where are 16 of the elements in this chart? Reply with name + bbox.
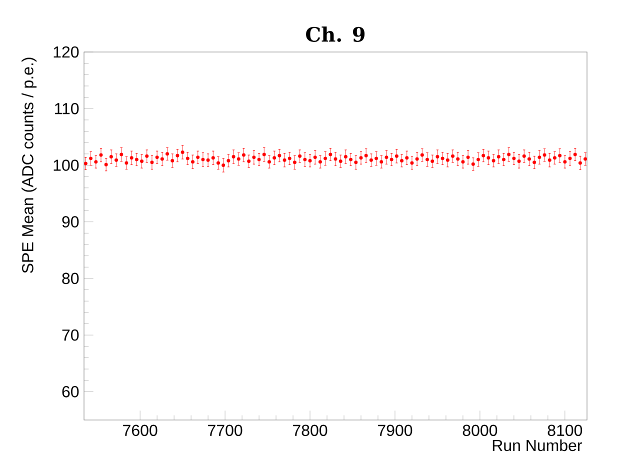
x-tick-label: 7700 (208, 424, 242, 436)
x-tick-label: 8000 (462, 424, 498, 436)
y-tick-label: 60 (62, 386, 79, 398)
x-tick-label: 7600 (123, 424, 158, 436)
y-tick-label: 110 (55, 102, 79, 114)
y-tick-label: 70 (62, 329, 79, 341)
y-tick-label: 100 (54, 160, 79, 171)
y-tick-label: 80 (62, 272, 79, 284)
y-tick-label: 90 (62, 216, 79, 228)
chart-title: Ch. 9 (306, 26, 365, 42)
x-tick-label: 7900 (378, 424, 412, 436)
x-tick-label: 7800 (293, 424, 328, 436)
x-tick-label: 8100 (548, 424, 582, 436)
y-axis-title: SPE Mean (ADC counts / p.e.) (22, 58, 37, 273)
x-axis-title: Run Number (492, 439, 582, 452)
y-tick-label: 120 (54, 46, 79, 58)
